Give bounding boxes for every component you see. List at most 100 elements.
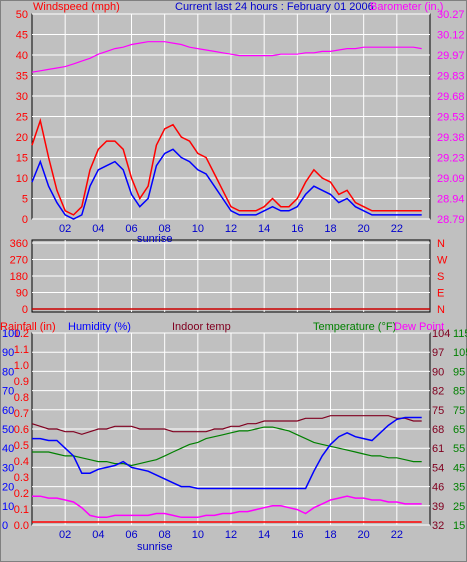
x-tick-label-bottom: 12: [225, 529, 237, 541]
humidity-y-tick: 90: [2, 347, 14, 359]
wind-y-tick: 30: [16, 91, 28, 103]
wind-y-tick: 15: [16, 153, 28, 165]
wind-grid: [32, 13, 430, 220]
indoor-y-tick: 32: [432, 520, 444, 532]
rain-y-tick: 1.0: [14, 360, 29, 372]
x-tick-label-top: 18: [324, 223, 336, 235]
humidity-y-tick: 50: [2, 424, 14, 436]
windspeed-line: [31, 148, 422, 220]
rain-y-tick: 0.6: [14, 424, 29, 436]
compass-tick: W: [437, 255, 448, 267]
wind-y-tick: 50: [16, 9, 28, 21]
x-tick-label-top: 10: [192, 223, 204, 235]
humidity-y-tick: 60: [2, 405, 14, 417]
indoor-y-tick: 104: [432, 328, 450, 340]
wind-y-tick: 35: [16, 71, 28, 83]
humidity-line: [32, 416, 422, 490]
temp-grid: [32, 332, 430, 526]
temp-y-tick: 95: [453, 366, 465, 378]
direction-y-tick: 180: [10, 271, 28, 283]
baro-y-tick: 28.94: [437, 194, 465, 206]
wind-y-tick: 5: [22, 194, 28, 206]
direction-y-tick: 270: [10, 255, 28, 267]
baro-y-tick: 30.12: [437, 30, 465, 42]
rain-y-tick: 0.8: [14, 392, 29, 404]
rainfall-axis-title: Rainfall (in): [0, 321, 56, 333]
baro-y-tick: 29.68: [437, 91, 465, 103]
humidity-y-tick: 70: [2, 386, 14, 398]
wind-series: [31, 41, 422, 220]
humidity-y-tick: 0: [2, 520, 8, 532]
x-tick-label-top: 22: [391, 223, 403, 235]
dewpoint-axis-title: Dew Point: [394, 321, 444, 333]
compass-tick: N: [437, 304, 445, 316]
temp-y-tick: 115: [453, 328, 467, 340]
wind-y-tick: 0: [22, 214, 28, 226]
indoor-y-tick: 82: [432, 386, 444, 398]
x-tick-label-bottom: 04: [92, 529, 104, 541]
x-tick-label-bottom: 06: [125, 529, 137, 541]
rain-y-tick: 0.2: [14, 488, 29, 500]
dewpoint-line: [32, 495, 422, 519]
humidity-y-tick: 40: [2, 443, 14, 455]
humidity-axis-title: Humidity (%): [68, 321, 131, 333]
indoor-y-tick: 90: [432, 366, 444, 378]
sunrise-label-top: sunrise: [137, 233, 172, 245]
x-tick-label-bottom: 22: [391, 529, 403, 541]
indoor-y-tick: 75: [432, 405, 444, 417]
x-tick-label-bottom: 20: [358, 529, 370, 541]
baro-y-tick: 29.83: [437, 71, 465, 83]
wind-y-tick: 10: [16, 173, 28, 185]
x-tick-label-bottom: 08: [159, 529, 171, 541]
rain-y-tick: 0.3: [14, 472, 29, 484]
direction-y-tick: 0: [22, 304, 28, 316]
compass-tick: E: [437, 288, 444, 300]
x-tick-label-bottom: 10: [192, 529, 204, 541]
indoor-y-tick: 61: [432, 443, 444, 455]
baro-y-tick: 30.27: [437, 9, 465, 21]
x-tick-label-top: 16: [291, 223, 303, 235]
wind-y-tick: 40: [16, 50, 28, 62]
temp-y-tick: 85: [453, 386, 465, 398]
compass-tick: N: [437, 238, 445, 250]
wind-y-tick: 25: [16, 112, 28, 124]
temp-y-tick: 15: [453, 520, 465, 532]
page-title: Current last 24 hours : February 01 2006: [175, 1, 374, 13]
temp-series: [31, 415, 422, 523]
wind-y-tick: 20: [16, 132, 28, 144]
indoor-y-tick: 97: [432, 347, 444, 359]
indoor-y-tick: 68: [432, 424, 444, 436]
baro-y-tick: 29.97: [437, 50, 465, 62]
baro-y-tick: 29.23: [437, 153, 465, 165]
rain-y-tick: 0.9: [14, 376, 29, 388]
rain-y-tick: 0.7: [14, 408, 29, 420]
baro-y-tick: 29.09: [437, 173, 465, 185]
compass-tick: S: [437, 271, 444, 283]
axis-labels: 02 02 04 04 06 06 08 08 10 10 12 12 14 14 16 16 18 18 20 20…: [2, 9, 467, 541]
temp-y-tick: 105: [453, 347, 467, 359]
indoor-y-tick: 39: [432, 501, 444, 513]
baro-y-tick: 29.53: [437, 112, 465, 124]
indoor-temp-title: Indoor temp: [172, 321, 231, 333]
x-tick-label-top: 14: [258, 223, 270, 235]
temp-y-tick: 75: [453, 405, 465, 417]
x-tick-label-top: 04: [92, 223, 104, 235]
x-tick-label-top: 20: [358, 223, 370, 235]
wind-y-tick: 45: [16, 30, 28, 42]
rain-y-tick: 1.2: [14, 328, 29, 340]
temp-y-tick: 55: [453, 443, 465, 455]
temp-y-tick: 65: [453, 424, 465, 436]
indoor-y-tick: 54: [432, 462, 444, 474]
wind-axis-title: Windspeed (mph): [33, 1, 120, 13]
x-tick-label-bottom: 16: [291, 529, 303, 541]
temp-y-tick: 35: [453, 482, 465, 494]
temperature-line: [32, 426, 422, 467]
x-tick-label-bottom: 02: [59, 529, 71, 541]
baro-y-tick: 29.38: [437, 132, 465, 144]
baro-y-tick: 28.79: [437, 214, 465, 226]
temp-y-tick: 25: [453, 501, 465, 513]
barometer-line: [31, 41, 422, 73]
rain-y-tick: 0.1: [14, 504, 29, 516]
